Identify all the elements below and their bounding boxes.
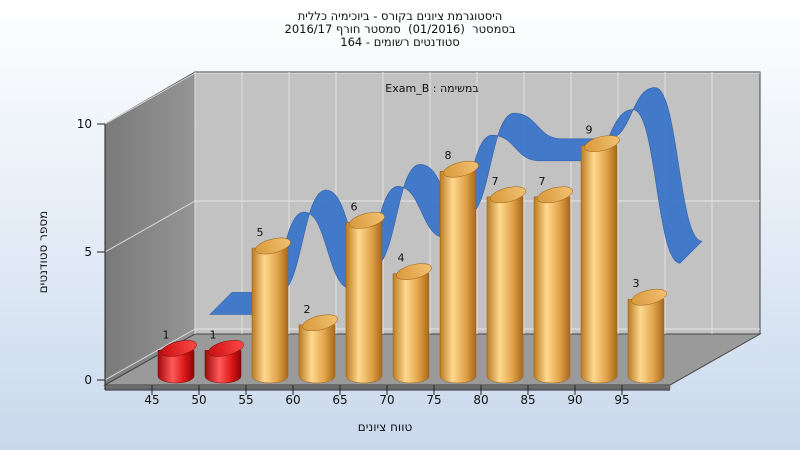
x-tick-label: 80 bbox=[473, 393, 488, 407]
bar-90 bbox=[580, 135, 620, 384]
bar-body bbox=[298, 324, 336, 384]
bar-45 bbox=[157, 340, 197, 384]
bar-95 bbox=[627, 288, 667, 384]
data-label-95: 3 bbox=[633, 277, 640, 290]
bar-body bbox=[486, 196, 524, 384]
data-label-85: 7 bbox=[539, 175, 546, 188]
bar-body bbox=[157, 350, 195, 384]
side-gridline bbox=[104, 328, 196, 381]
data-label-60: 2 bbox=[304, 303, 311, 316]
bar-cap bbox=[584, 135, 620, 152]
data-label-80: 7 bbox=[492, 175, 499, 188]
bar-body bbox=[204, 350, 242, 384]
bar-body bbox=[392, 273, 430, 384]
x-tick-label: 70 bbox=[379, 393, 394, 407]
y-tick-label: 10 bbox=[77, 117, 92, 131]
bar-60 bbox=[298, 314, 338, 384]
x-tick-label: 95 bbox=[614, 393, 629, 407]
bar-cap bbox=[490, 186, 526, 204]
side-gridline bbox=[104, 72, 196, 125]
bar-body bbox=[251, 247, 289, 384]
data-label-90: 9 bbox=[586, 124, 593, 137]
bar-50 bbox=[204, 340, 244, 384]
data-labels: 1 1 5 2 6 4 8 7 7 9 3 bbox=[163, 124, 640, 342]
side-wall bbox=[104, 71, 196, 386]
data-label-65: 6 bbox=[351, 200, 358, 213]
bar-70 bbox=[392, 263, 432, 384]
chart-subtitle: Exam_B : במשימה bbox=[385, 82, 478, 95]
bar-cap bbox=[631, 288, 667, 306]
x-tick-label: 85 bbox=[520, 393, 535, 407]
bar-cap bbox=[396, 263, 432, 280]
bar-65 bbox=[345, 212, 385, 384]
x-tick-label: 90 bbox=[567, 393, 582, 407]
side-gridline bbox=[104, 200, 196, 253]
bar-55 bbox=[251, 237, 291, 384]
bar-cap bbox=[349, 212, 385, 229]
bars bbox=[157, 135, 667, 384]
bar-cap bbox=[537, 186, 573, 204]
bar-body bbox=[533, 196, 571, 384]
y-tick-label: 0 bbox=[84, 373, 92, 387]
bar-body bbox=[580, 145, 618, 384]
bar-body bbox=[345, 222, 383, 384]
y-tick-label: 5 bbox=[84, 245, 92, 259]
bar-body bbox=[439, 170, 477, 384]
x-tick-label: 60 bbox=[285, 393, 300, 407]
bar-body bbox=[627, 298, 665, 384]
bar-cap bbox=[161, 340, 197, 357]
bar-cap bbox=[302, 314, 338, 332]
x-axis-label: טווח ציונים bbox=[358, 420, 413, 434]
data-label-50: 1 bbox=[210, 328, 217, 341]
data-label-55: 5 bbox=[257, 226, 264, 239]
title-line-1: היסטוגרמת ציונים בקורס - ביוכימיה כללית bbox=[297, 9, 503, 23]
title-line-3: 164 - סטודנטים רשומים bbox=[340, 35, 460, 49]
data-label-45: 1 bbox=[163, 328, 170, 341]
title-line-2: בסמסטר (01/2016) סמסטר חורף 2016/17 bbox=[284, 22, 516, 36]
bar-85 bbox=[533, 186, 573, 384]
y-axis-label: מספר סטודנטים bbox=[36, 211, 50, 294]
data-label-75: 8 bbox=[445, 149, 452, 162]
bar-cap bbox=[443, 160, 479, 178]
x-tick-label: 45 bbox=[144, 393, 159, 407]
x-tick-label: 55 bbox=[238, 393, 253, 407]
bar-cap bbox=[208, 340, 244, 357]
x-tick-label: 65 bbox=[332, 393, 347, 407]
chart-title: היסטוגרמת ציונים בקורס - ביוכימיה כללית … bbox=[0, 10, 800, 49]
data-label-70: 4 bbox=[398, 252, 405, 265]
bar-75 bbox=[439, 160, 479, 384]
x-tick-label: 50 bbox=[191, 393, 206, 407]
bar-cap bbox=[255, 237, 291, 255]
bar-80 bbox=[486, 186, 526, 384]
x-tick-label: 75 bbox=[426, 393, 441, 407]
